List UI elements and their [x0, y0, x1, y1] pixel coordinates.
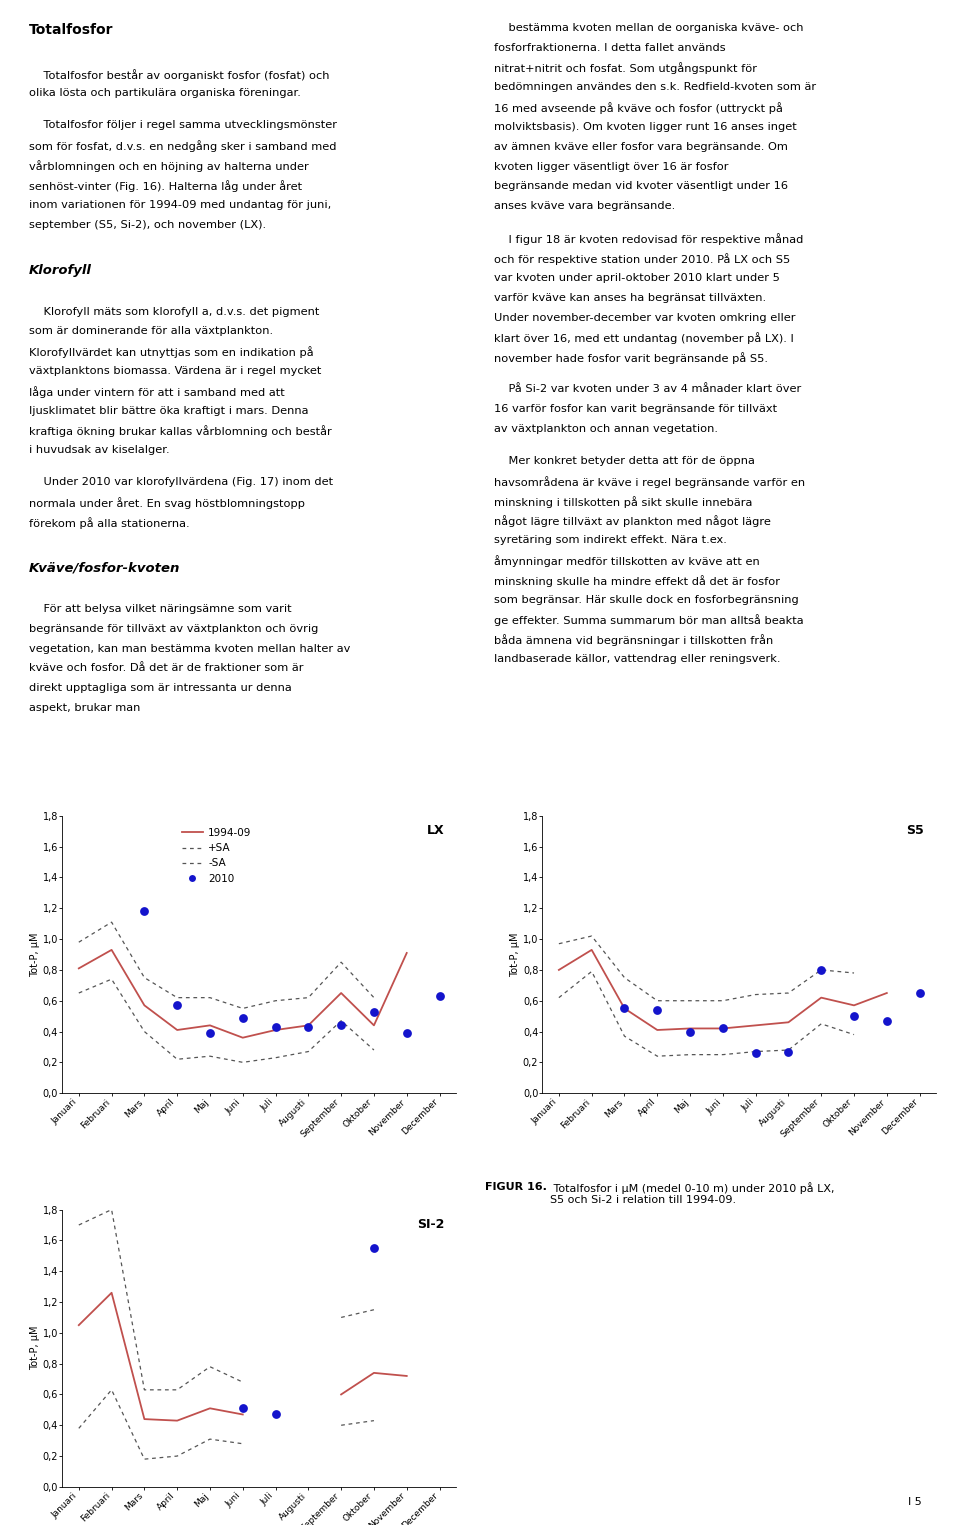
Text: ljusklimatet blir bättre öka kraftigt i mars. Denna: ljusklimatet blir bättre öka kraftigt i … [29, 406, 308, 416]
Point [136, 900, 152, 924]
Point [268, 1403, 283, 1427]
Text: senhöst-vinter (Fig. 16). Halterna låg under året: senhöst-vinter (Fig. 16). Halterna låg u… [29, 180, 302, 192]
Text: båda ämnena vid begränsningar i tillskotten från: båda ämnena vid begränsningar i tillskot… [494, 634, 774, 647]
Text: anses kväve vara begränsande.: anses kväve vara begränsande. [494, 201, 676, 212]
Text: bedömningen användes den s.k. Redfield-kvoten som är: bedömningen användes den s.k. Redfield-k… [494, 82, 817, 93]
Text: begränsande medan vid kvoter väsentligt under 16: begränsande medan vid kvoter väsentligt … [494, 181, 788, 192]
Text: Totalfosfor i µM (medel 0-10 m) under 2010 på LX,
S5 och Si-2 i relation till 19: Totalfosfor i µM (medel 0-10 m) under 20… [550, 1182, 834, 1205]
Point [235, 1395, 251, 1420]
Text: bestämma kvoten mellan de oorganiska kväve- och: bestämma kvoten mellan de oorganiska kvä… [494, 23, 804, 34]
Text: som är dominerande för alla växtplankton.: som är dominerande för alla växtplankton… [29, 326, 273, 337]
Text: minskning skulle ha mindre effekt då det är fosfor: minskning skulle ha mindre effekt då det… [494, 575, 780, 587]
Text: 16 varför fosfor kan varit begränsande för tillväxt: 16 varför fosfor kan varit begränsande f… [494, 404, 778, 415]
Text: förekom på alla stationerna.: förekom på alla stationerna. [29, 517, 189, 529]
Text: I 5: I 5 [908, 1496, 922, 1507]
Text: i huvudsak av kiselalger.: i huvudsak av kiselalger. [29, 445, 169, 456]
Text: vegetation, kan man bestämma kvoten mellan halter av: vegetation, kan man bestämma kvoten mell… [29, 644, 350, 654]
Text: För att belysa vilket näringsämne som varit: För att belysa vilket näringsämne som va… [29, 604, 292, 615]
Text: SI-2: SI-2 [417, 1218, 444, 1231]
Text: Under november-december var kvoten omkring eller: Under november-december var kvoten omkri… [494, 313, 796, 323]
Text: inom variationen för 1994-09 med undantag för juni,: inom variationen för 1994-09 med undanta… [29, 200, 331, 210]
Point [715, 1016, 731, 1040]
Point [203, 1020, 218, 1045]
Text: olika lösta och partikulära organiska föreningar.: olika lösta och partikulära organiska fö… [29, 88, 300, 99]
Text: Mer konkret betyder detta att för de öppna: Mer konkret betyder detta att för de öpp… [494, 456, 756, 467]
Text: direkt upptagliga som är intressanta ur denna: direkt upptagliga som är intressanta ur … [29, 683, 292, 694]
Text: klart över 16, med ett undantag (november på LX). I: klart över 16, med ett undantag (novembe… [494, 332, 794, 345]
Text: något lägre tillväxt av plankton med något lägre: något lägre tillväxt av plankton med någ… [494, 515, 771, 528]
Point [268, 1014, 283, 1039]
Point [300, 1014, 316, 1039]
Text: var kvoten under april-oktober 2010 klart under 5: var kvoten under april-oktober 2010 klar… [494, 273, 780, 284]
Point [333, 1013, 348, 1037]
Text: som begränsar. Här skulle dock en fosforbegränsning: som begränsar. Här skulle dock en fosfor… [494, 595, 799, 605]
Legend: 1994-09, +SA, -SA, 2010: 1994-09, +SA, -SA, 2010 [178, 824, 255, 888]
Text: kvoten ligger väsentligt över 16 är fosfor: kvoten ligger väsentligt över 16 är fosf… [494, 162, 729, 172]
Text: varför kväve kan anses ha begränsat tillväxten.: varför kväve kan anses ha begränsat till… [494, 293, 766, 303]
Text: Klorofyllvärdet kan utnyttjas som en indikation på: Klorofyllvärdet kan utnyttjas som en ind… [29, 346, 313, 358]
Point [813, 958, 828, 982]
Text: fosforfraktionerna. I detta fallet används: fosforfraktionerna. I detta fallet använ… [494, 43, 726, 53]
Point [616, 996, 632, 1020]
Text: Under 2010 var klorofyllvärdena (Fig. 17) inom det: Under 2010 var klorofyllvärdena (Fig. 17… [29, 477, 333, 488]
Point [170, 993, 185, 1017]
Text: syretäring som indirekt effekt. Nära t.ex.: syretäring som indirekt effekt. Nära t.e… [494, 535, 728, 546]
Text: ge effekter. Summa summarum bör man alltså beakta: ge effekter. Summa summarum bör man allt… [494, 615, 804, 627]
Text: På Si-2 var kvoten under 3 av 4 månader klart över: På Si-2 var kvoten under 3 av 4 månader … [494, 384, 802, 395]
Text: som för fosfat, d.v.s. en nedgång sker i samband med: som för fosfat, d.v.s. en nedgång sker i… [29, 140, 336, 153]
Text: Totalfosfor består av oorganiskt fosfor (fosfat) och: Totalfosfor består av oorganiskt fosfor … [29, 69, 329, 81]
Text: låga under vintern för att i samband med att: låga under vintern för att i samband med… [29, 386, 284, 398]
Point [847, 1003, 862, 1028]
Text: begränsande för tillväxt av växtplankton och övrig: begränsande för tillväxt av växtplankton… [29, 624, 318, 634]
Text: växtplanktons biomassa. Värdena är i regel mycket: växtplanktons biomassa. Värdena är i reg… [29, 366, 322, 377]
Text: S5: S5 [906, 824, 924, 837]
Point [399, 1020, 415, 1045]
Text: kväve och fosfor. Då det är de fraktioner som är: kväve och fosfor. Då det är de fraktione… [29, 663, 303, 674]
Text: åmynningar medför tillskotten av kväve att en: åmynningar medför tillskotten av kväve a… [494, 555, 760, 567]
Text: molviktsbasis). Om kvoten ligger runt 16 anses inget: molviktsbasis). Om kvoten ligger runt 16… [494, 122, 797, 133]
Text: aspekt, brukar man: aspekt, brukar man [29, 703, 140, 714]
Point [879, 1008, 895, 1032]
Text: Klorofyll: Klorofyll [29, 264, 91, 278]
Point [235, 1005, 251, 1029]
Text: Totalfosfor: Totalfosfor [29, 23, 113, 37]
Text: normala under året. En svag höstblomningstopp: normala under året. En svag höstblomning… [29, 497, 305, 509]
Text: 16 med avseende på kväve och fosfor (uttryckt på: 16 med avseende på kväve och fosfor (utt… [494, 102, 783, 114]
Point [683, 1019, 698, 1043]
Text: Totalfosfor följer i regel samma utvecklingsmönster: Totalfosfor följer i regel samma utveckl… [29, 120, 337, 131]
Y-axis label: Tot-P, µM: Tot-P, µM [30, 932, 40, 976]
Text: vårblomningen och en höjning av halterna under: vårblomningen och en höjning av halterna… [29, 160, 308, 172]
Text: havsområdena är kväve i regel begränsande varför en: havsområdena är kväve i regel begränsand… [494, 476, 805, 488]
Text: I figur 18 är kvoten redovisad för respektive månad: I figur 18 är kvoten redovisad för respe… [494, 233, 804, 246]
Text: kraftiga ökning brukar kallas vårblomning och består: kraftiga ökning brukar kallas vårblomnin… [29, 425, 331, 438]
Text: landbaserade källor, vattendrag eller reningsverk.: landbaserade källor, vattendrag eller re… [494, 654, 780, 665]
Text: av växtplankton och annan vegetation.: av växtplankton och annan vegetation. [494, 424, 718, 435]
Text: Kväve/fosfor-kvoten: Kväve/fosfor-kvoten [29, 561, 180, 575]
Text: november hade fosfor varit begränsande på S5.: november hade fosfor varit begränsande p… [494, 352, 768, 364]
Point [367, 1235, 382, 1260]
Text: september (S5, Si-2), och november (LX).: september (S5, Si-2), och november (LX). [29, 220, 266, 230]
Text: minskning i tillskotten på sikt skulle innebära: minskning i tillskotten på sikt skulle i… [494, 496, 753, 508]
Text: Klorofyll mäts som klorofyll a, d.v.s. det pigment: Klorofyll mäts som klorofyll a, d.v.s. d… [29, 307, 319, 317]
Text: nitrat+nitrit och fosfat. Som utgångspunkt för: nitrat+nitrit och fosfat. Som utgångspun… [494, 63, 757, 75]
Point [748, 1042, 763, 1066]
Point [367, 999, 382, 1023]
Point [650, 997, 665, 1022]
Point [432, 984, 447, 1008]
Y-axis label: Tot-P, µM: Tot-P, µM [30, 1327, 40, 1371]
Point [912, 981, 927, 1005]
Y-axis label: Tot-P, µM: Tot-P, µM [510, 932, 520, 976]
Text: och för respektive station under 2010. På LX och S5: och för respektive station under 2010. P… [494, 253, 791, 265]
Text: FIGUR 16.: FIGUR 16. [485, 1182, 546, 1193]
Text: av ämnen kväve eller fosfor vara begränsande. Om: av ämnen kväve eller fosfor vara begräns… [494, 142, 788, 152]
Point [780, 1040, 796, 1064]
Text: LX: LX [426, 824, 444, 837]
